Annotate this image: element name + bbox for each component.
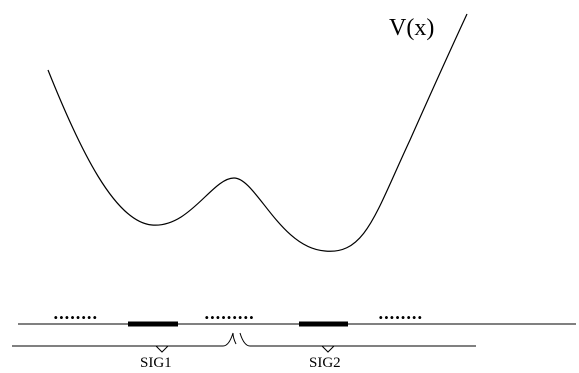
dots-middle: .........: [204, 304, 254, 323]
curve-label: V(x): [389, 15, 434, 41]
dots-left: ........: [53, 304, 98, 323]
region-label-sig2: SIG2: [309, 355, 341, 371]
dots-right: ........: [378, 304, 423, 323]
region-label-sig1: SIG1: [140, 355, 172, 371]
potential-curve: [47, 13, 468, 252]
brace-sig2: [239, 332, 476, 347]
brace-sig1-tip: [155, 345, 169, 353]
brace-sig2-tip: [321, 345, 335, 353]
brace-sig1: [12, 332, 237, 347]
